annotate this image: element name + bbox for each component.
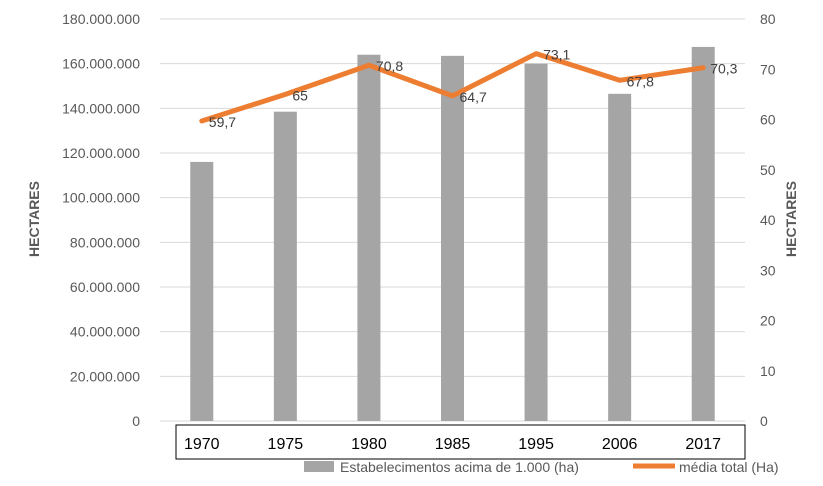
left-tick-label: 120.000.000 (62, 145, 140, 161)
x-tick-label: 1975 (268, 436, 304, 453)
left-tick-label: 60.000.000 (70, 279, 140, 295)
line-data-label: 65 (292, 87, 308, 103)
x-tick-label: 2006 (602, 436, 638, 453)
line-data-label: 73,1 (543, 47, 570, 63)
bar-series (190, 46, 715, 422)
right-tick-label: 70 (760, 61, 776, 77)
line-series: 59,7 65 70,8 64,7 73,1 67,8 70,3 (199, 47, 738, 130)
left-tick-label: 140.000.000 (62, 100, 140, 116)
legend-bar-swatch (304, 461, 334, 472)
left-tick-label: 80.000.000 (70, 234, 140, 250)
right-tick-label: 10 (760, 363, 776, 379)
left-axis-ticks: 0 20.000.000 40.000.000 60.000.000 80.000.00… (62, 11, 140, 429)
legend-bar-label: Estabelecimentos acima de 1.000 (ha) (340, 459, 579, 475)
line-data-label: 70,3 (710, 61, 737, 77)
x-tick-label: 2017 (685, 436, 721, 453)
right-tick-label: 30 (760, 262, 776, 278)
right-axis-title: HECTARES (783, 181, 799, 257)
x-tick-label: 1995 (518, 436, 554, 453)
left-tick-label: 100.000.000 (62, 190, 140, 206)
right-tick-label: 20 (760, 313, 776, 329)
bar (608, 93, 632, 422)
right-tick-label: 60 (760, 112, 776, 128)
bar (691, 46, 715, 422)
left-tick-label: 0 (132, 413, 140, 429)
left-tick-label: 40.000.000 (70, 324, 140, 340)
bar (357, 54, 381, 421)
left-axis-title: HECTARES (26, 181, 42, 257)
line-data-label: 59,7 (209, 114, 236, 130)
bar (441, 55, 464, 421)
right-tick-label: 0 (760, 413, 768, 429)
bar (273, 111, 297, 421)
legend: Estabelecimentos acima de 1.000 (ha) méd… (304, 459, 779, 475)
right-tick-label: 80 (760, 11, 776, 27)
x-tick-label: 1970 (184, 436, 220, 453)
left-tick-label: 180.000.000 (62, 11, 140, 27)
line-data-label: 64,7 (460, 89, 487, 105)
legend-line-label: média total (Ha) (679, 459, 779, 475)
right-axis-ticks: 0 10 20 30 40 50 60 70 80 (760, 11, 776, 429)
bar (190, 161, 214, 421)
left-tick-label: 160.000.000 (62, 56, 140, 72)
x-axis-ticks: 1970 1975 1980 1985 1995 2006 2017 (184, 436, 721, 453)
bar (524, 63, 548, 422)
x-axis-box (175, 424, 746, 460)
right-tick-label: 40 (760, 212, 776, 228)
x-tick-label: 1980 (351, 436, 387, 453)
right-tick-label: 50 (760, 162, 776, 178)
line-path (199, 51, 706, 124)
line-data-label: 70,8 (376, 58, 403, 74)
x-tick-label: 1985 (435, 436, 471, 453)
line-data-label: 67,8 (627, 73, 654, 89)
left-tick-label: 20.000.000 (70, 368, 140, 384)
